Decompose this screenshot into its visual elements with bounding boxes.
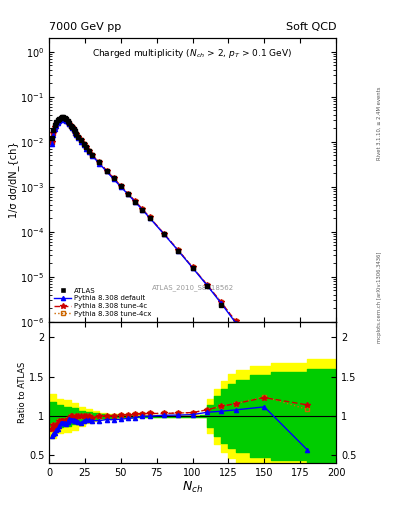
Y-axis label: Ratio to ATLAS: Ratio to ATLAS	[18, 362, 28, 423]
X-axis label: $N_{ch}$: $N_{ch}$	[182, 480, 203, 495]
Y-axis label: 1/σ dσ/dN_{ch}: 1/σ dσ/dN_{ch}	[8, 142, 19, 218]
Legend: ATLAS, Pythia 8.308 default, Pythia 8.308 tune-4c, Pythia 8.308 tune-4cx: ATLAS, Pythia 8.308 default, Pythia 8.30…	[51, 285, 154, 319]
Text: Rivet 3.1.10, ≥ 2.4M events: Rivet 3.1.10, ≥ 2.4M events	[377, 86, 382, 160]
Text: mcplots.cern.ch [arXiv:1306.3436]: mcplots.cern.ch [arXiv:1306.3436]	[377, 251, 382, 343]
Text: Charged multiplicity ($N_{ch}$ > 2, $p_{T}$ > 0.1 GeV): Charged multiplicity ($N_{ch}$ > 2, $p_{…	[92, 47, 293, 60]
Text: 7000 GeV pp: 7000 GeV pp	[49, 22, 121, 32]
Text: ATLAS_2010_S8918562: ATLAS_2010_S8918562	[152, 284, 233, 291]
Text: Soft QCD: Soft QCD	[286, 22, 336, 32]
